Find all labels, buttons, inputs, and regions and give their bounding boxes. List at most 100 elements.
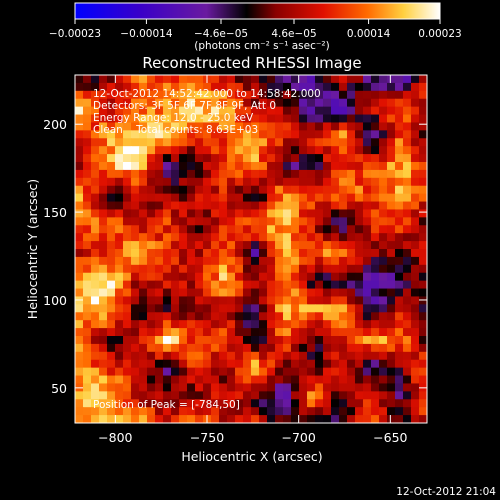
heatmap-cell xyxy=(243,415,252,424)
heatmap-cell xyxy=(283,75,292,84)
heatmap-cell xyxy=(387,280,396,290)
heatmap-cell xyxy=(171,312,180,321)
heatmap-cell xyxy=(75,415,84,424)
heatmap-cell xyxy=(347,256,356,266)
heatmap-cell xyxy=(323,336,332,345)
heatmap-cell xyxy=(219,209,228,218)
heatmap-cell xyxy=(363,185,372,195)
heatmap-cell xyxy=(123,336,132,345)
heatmap-cell xyxy=(307,82,316,92)
heatmap-cell xyxy=(315,264,324,274)
heatmap-cell xyxy=(323,399,332,408)
heatmap-cell xyxy=(259,146,268,155)
heatmap-cell xyxy=(203,201,212,210)
heatmap-cell xyxy=(315,185,324,195)
heatmap-cell xyxy=(411,185,420,195)
heatmap-cell xyxy=(75,256,84,266)
heatmap-cell xyxy=(235,98,244,108)
heatmap-cell xyxy=(419,201,428,210)
heatmap-cell xyxy=(267,336,276,345)
heatmap-cell xyxy=(395,233,404,242)
heatmap-cell xyxy=(307,209,316,218)
heatmap-cell xyxy=(235,264,244,274)
heatmap-cell xyxy=(283,98,292,108)
heatmap-cell xyxy=(91,264,100,274)
heatmap-cell xyxy=(123,225,132,234)
heatmap-cell xyxy=(411,249,420,258)
heatmap-cell xyxy=(259,225,268,234)
heatmap-cell xyxy=(371,320,380,329)
heatmap-cell xyxy=(203,82,212,92)
heatmap-cell xyxy=(331,296,340,305)
heatmap-cell xyxy=(211,312,220,321)
heatmap-cell xyxy=(315,328,324,337)
heatmap-cell xyxy=(323,343,332,353)
heatmap-cell xyxy=(195,288,204,297)
heatmap-cell xyxy=(171,351,180,361)
heatmap-cell xyxy=(219,98,228,108)
heatmap-cell xyxy=(155,201,164,210)
heatmap-cell xyxy=(123,328,132,337)
heatmap-cell xyxy=(147,162,156,171)
heatmap-cell xyxy=(171,209,180,218)
heatmap-cell xyxy=(283,185,292,195)
heatmap-cell xyxy=(131,106,140,116)
heatmap-cell xyxy=(363,383,372,392)
heatmap-cell xyxy=(227,162,236,171)
heatmap-cell xyxy=(139,138,148,147)
heatmap-cell xyxy=(299,122,308,131)
heatmap-cell xyxy=(291,130,300,139)
heatmap-cell xyxy=(243,328,252,337)
heatmap-cell xyxy=(291,138,300,147)
heatmap-cell xyxy=(115,359,124,369)
heatmap-cell xyxy=(147,336,156,345)
heatmap-cell xyxy=(99,98,108,108)
heatmap-cell xyxy=(123,296,132,305)
heatmap-cell xyxy=(291,177,300,187)
heatmap-cell xyxy=(411,351,420,361)
heatmap-cell xyxy=(275,146,284,155)
heatmap-cell xyxy=(155,399,164,408)
heatmap-cell xyxy=(347,146,356,155)
heatmap-cell xyxy=(403,288,412,297)
heatmap-cell xyxy=(371,367,380,377)
heatmap-cell xyxy=(275,233,284,242)
heatmap-cell xyxy=(275,162,284,171)
heatmap-cell xyxy=(107,304,116,313)
heatmap-cell xyxy=(243,343,252,353)
heatmap-cell xyxy=(147,391,156,400)
heatmap-cell xyxy=(307,122,316,131)
heatmap-cell xyxy=(211,90,220,100)
heatmap-cell xyxy=(251,343,260,353)
heatmap-cell xyxy=(395,367,404,377)
heatmap-cell xyxy=(323,225,332,234)
heatmap-cell xyxy=(403,217,412,226)
heatmap-cell xyxy=(395,138,404,147)
heatmap-cell xyxy=(131,162,140,171)
heatmap-cell xyxy=(291,162,300,171)
heatmap-cell xyxy=(363,375,372,384)
heatmap-cell xyxy=(283,138,292,147)
heatmap-cell xyxy=(147,75,156,84)
heatmap-cell xyxy=(291,98,300,108)
heatmap-cell xyxy=(203,391,212,400)
heatmap-cell xyxy=(387,272,396,282)
heatmap-cell xyxy=(179,415,188,424)
heatmap-cell xyxy=(267,391,276,400)
heatmap-cell xyxy=(115,343,124,353)
heatmap-cell xyxy=(163,177,172,187)
heatmap-cell xyxy=(155,304,164,313)
heatmap-cell xyxy=(323,217,332,226)
heatmap-cell xyxy=(275,114,284,123)
heatmap-cell xyxy=(283,146,292,155)
heatmap-cell xyxy=(211,225,220,234)
heatmap-cell xyxy=(275,90,284,100)
heatmap-cell xyxy=(131,185,140,195)
heatmap-cell xyxy=(131,312,140,321)
heatmap-cell xyxy=(387,249,396,258)
heatmap-cell xyxy=(331,185,340,195)
heatmap-cell xyxy=(203,146,212,155)
heatmap-cell xyxy=(123,209,132,218)
heatmap-cell xyxy=(211,233,220,242)
